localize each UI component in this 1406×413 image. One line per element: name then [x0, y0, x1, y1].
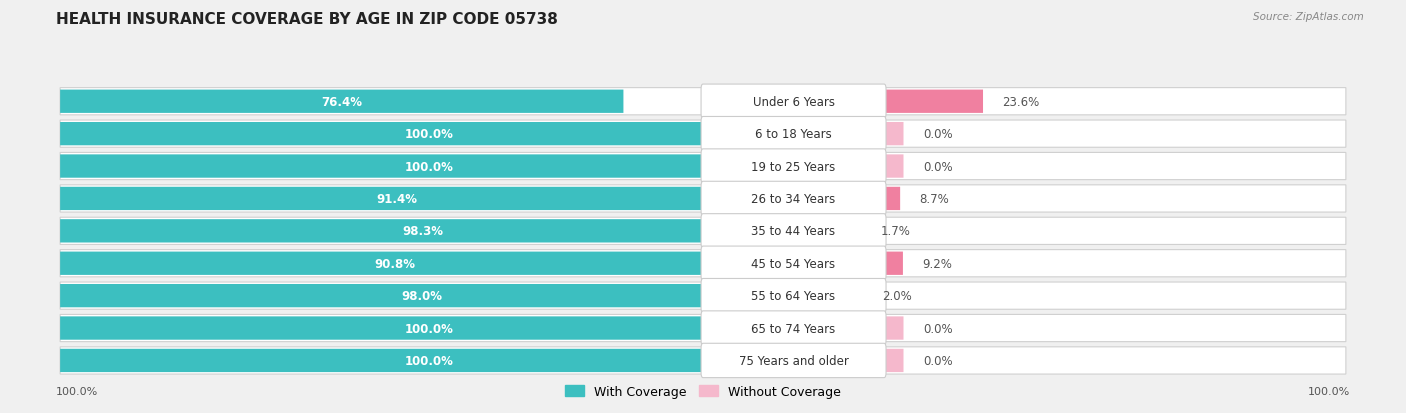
Text: 98.3%: 98.3% [402, 225, 443, 238]
Text: 23.6%: 23.6% [1002, 95, 1039, 109]
Text: 65 to 74 Years: 65 to 74 Years [751, 322, 835, 335]
Text: 100.0%: 100.0% [1308, 387, 1350, 396]
FancyBboxPatch shape [60, 88, 1346, 116]
FancyBboxPatch shape [702, 117, 886, 152]
FancyBboxPatch shape [852, 155, 904, 178]
Text: 19 to 25 Years: 19 to 25 Years [751, 160, 835, 173]
FancyBboxPatch shape [60, 121, 1346, 148]
Text: 0.0%: 0.0% [922, 322, 952, 335]
FancyBboxPatch shape [60, 185, 1346, 213]
Text: 6 to 18 Years: 6 to 18 Years [755, 128, 832, 141]
Text: 26 to 34 Years: 26 to 34 Years [751, 192, 835, 205]
FancyBboxPatch shape [702, 150, 886, 184]
FancyBboxPatch shape [60, 218, 1346, 245]
Text: 35 to 44 Years: 35 to 44 Years [751, 225, 835, 238]
Text: Source: ZipAtlas.com: Source: ZipAtlas.com [1253, 12, 1364, 22]
Text: 0.0%: 0.0% [922, 128, 952, 141]
Text: 55 to 64 Years: 55 to 64 Years [751, 290, 835, 302]
FancyBboxPatch shape [702, 214, 886, 248]
FancyBboxPatch shape [60, 90, 623, 114]
Text: Under 6 Years: Under 6 Years [752, 95, 835, 109]
FancyBboxPatch shape [60, 252, 730, 275]
FancyBboxPatch shape [852, 90, 983, 114]
FancyBboxPatch shape [60, 123, 797, 146]
FancyBboxPatch shape [60, 188, 734, 211]
Text: HEALTH INSURANCE COVERAGE BY AGE IN ZIP CODE 05738: HEALTH INSURANCE COVERAGE BY AGE IN ZIP … [56, 12, 558, 27]
FancyBboxPatch shape [852, 317, 904, 340]
Text: 8.7%: 8.7% [920, 192, 949, 205]
FancyBboxPatch shape [852, 349, 904, 372]
FancyBboxPatch shape [60, 347, 1346, 374]
Text: 90.8%: 90.8% [374, 257, 415, 270]
FancyBboxPatch shape [60, 220, 785, 243]
Text: 45 to 54 Years: 45 to 54 Years [751, 257, 835, 270]
Text: 100.0%: 100.0% [56, 387, 98, 396]
Text: 98.0%: 98.0% [401, 290, 441, 302]
FancyBboxPatch shape [852, 284, 863, 308]
Text: 2.0%: 2.0% [883, 290, 912, 302]
Text: 100.0%: 100.0% [405, 128, 453, 141]
FancyBboxPatch shape [60, 250, 1346, 277]
FancyBboxPatch shape [60, 315, 1346, 342]
FancyBboxPatch shape [60, 282, 1346, 309]
Text: 0.0%: 0.0% [922, 160, 952, 173]
Text: 100.0%: 100.0% [405, 322, 453, 335]
FancyBboxPatch shape [60, 153, 1346, 180]
FancyBboxPatch shape [852, 188, 900, 211]
Text: 100.0%: 100.0% [405, 354, 453, 367]
FancyBboxPatch shape [60, 317, 797, 340]
FancyBboxPatch shape [852, 252, 903, 275]
FancyBboxPatch shape [702, 344, 886, 378]
FancyBboxPatch shape [60, 284, 783, 308]
Text: 9.2%: 9.2% [922, 257, 952, 270]
Legend: With Coverage, Without Coverage: With Coverage, Without Coverage [561, 380, 845, 403]
Text: 75 Years and older: 75 Years and older [738, 354, 848, 367]
Text: 91.4%: 91.4% [377, 192, 418, 205]
Text: 100.0%: 100.0% [405, 160, 453, 173]
FancyBboxPatch shape [702, 85, 886, 119]
FancyBboxPatch shape [702, 247, 886, 281]
Text: 76.4%: 76.4% [322, 95, 363, 109]
FancyBboxPatch shape [702, 279, 886, 313]
FancyBboxPatch shape [702, 311, 886, 345]
FancyBboxPatch shape [60, 155, 797, 178]
Text: 0.0%: 0.0% [922, 354, 952, 367]
Text: 1.7%: 1.7% [880, 225, 911, 238]
FancyBboxPatch shape [702, 182, 886, 216]
FancyBboxPatch shape [60, 349, 797, 372]
FancyBboxPatch shape [852, 123, 904, 146]
FancyBboxPatch shape [852, 220, 862, 243]
